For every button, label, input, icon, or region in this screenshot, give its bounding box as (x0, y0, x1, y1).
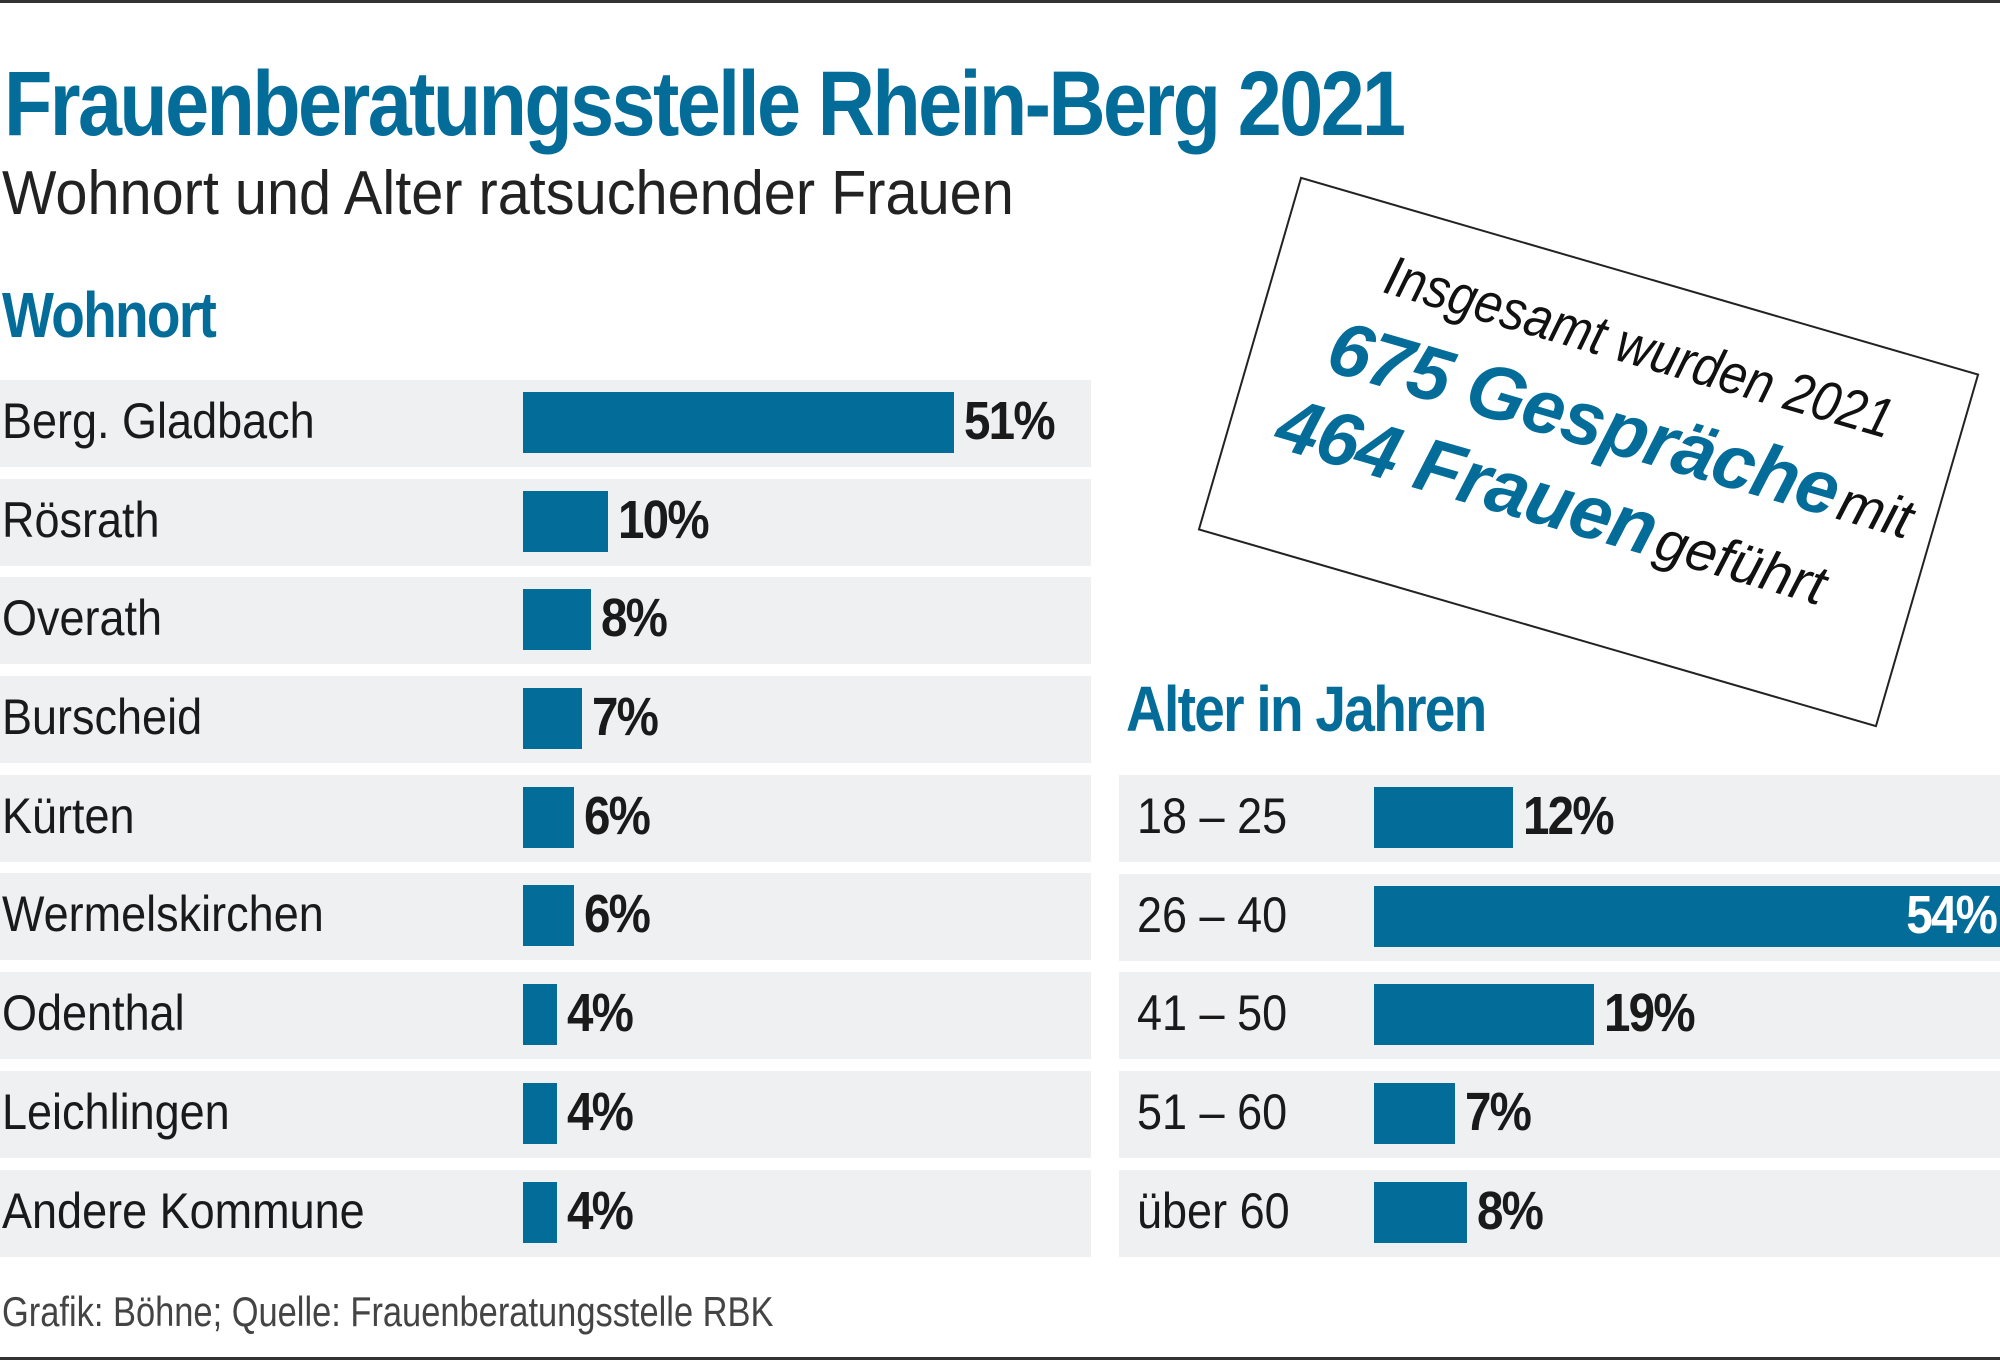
wohnort-bar (523, 1181, 557, 1243)
wohnort-heading: Wohnort (2, 279, 217, 351)
wohnort-row: Andere Kommune 4% (0, 1169, 1091, 1257)
wohnort-row: Kürten 6% (0, 774, 1091, 862)
alter-category-label: 41 – 50 (1137, 985, 1288, 1042)
wohnort-row: Rösrath 10% (0, 478, 1091, 566)
alter-heading: Alter in Jahren (1126, 673, 1487, 745)
wohnort-row: Berg. Gladbach 51% (0, 380, 1091, 467)
alter-bar (1374, 1083, 1456, 1145)
wohnort-row: Leichlingen 4% (0, 1070, 1091, 1158)
wohnort-row: Burscheid 7% (0, 676, 1091, 764)
chart-title: Frauenberatungsstelle Rhein-Berg 2021 (4, 53, 1406, 155)
wohnort-category-label: Burscheid (2, 689, 203, 746)
wohnort-row: Wermelskirchen 6% (0, 873, 1091, 961)
wohnort-value-label: 10% (617, 489, 710, 550)
wohnort-bar (523, 885, 574, 947)
wohnort-category-label: Kürten (2, 787, 135, 844)
alter-row: über 60 8% (1119, 1169, 2000, 1257)
wohnort-value-label: 4% (566, 1081, 634, 1142)
alter-category-label: 26 – 40 (1137, 886, 1288, 943)
wohnort-category-label: Andere Kommune (2, 1182, 365, 1239)
wohnort-category-label: Wermelskirchen (2, 886, 324, 943)
wohnort-value-label: 4% (566, 1180, 634, 1241)
wohnort-bar (523, 589, 591, 651)
alter-value-label: 19% (1604, 983, 1696, 1044)
alter-bar (1374, 885, 2000, 947)
alter-value-label: 54% (1906, 884, 1999, 945)
alter-value-label: 8% (1476, 1180, 1544, 1241)
wohnort-bar (523, 490, 608, 552)
wohnort-value-label: 51% (963, 391, 1056, 451)
wohnort-bar (523, 1082, 557, 1144)
wohnort-value-label: 4% (566, 983, 634, 1044)
wohnort-category-label: Overath (2, 590, 163, 647)
alter-category-label: 18 – 25 (1137, 788, 1288, 844)
wohnort-category-label: Odenthal (2, 985, 185, 1042)
alter-bar (1374, 787, 1514, 848)
alter-bar (1374, 1181, 1467, 1243)
alter-row: 18 – 25 12% (1119, 775, 2000, 862)
chart-subtitle: Wohnort und Alter ratsuchender Frauen (2, 159, 1014, 228)
alter-category-label: 51 – 60 (1137, 1084, 1288, 1141)
alter-row: 41 – 50 19% (1119, 972, 2000, 1060)
alter-bar (1374, 984, 1595, 1046)
source-credit: Grafik: Böhne; Quelle: Frauenberatungsst… (2, 1288, 774, 1335)
wohnort-row: Overath 8% (0, 577, 1091, 665)
alter-row: 26 – 40 54% (1119, 873, 2000, 961)
alter-row: 51 – 60 7% (1119, 1071, 2000, 1159)
wohnort-value-label: 7% (592, 687, 659, 748)
bottom-border (0, 1357, 2000, 1360)
wohnort-value-label: 6% (583, 785, 651, 846)
alter-category-label: über 60 (1137, 1182, 1290, 1239)
alter-bar-chart: 18 – 25 12% 26 – 40 54% 41 – 50 19% 51 – 60 7% ü… (1119, 775, 2000, 1268)
wohnort-bar (523, 786, 574, 848)
wohnort-value-label: 8% (600, 588, 668, 649)
wohnort-row: Odenthal 4% (0, 972, 1091, 1060)
alter-value-label: 7% (1465, 1082, 1532, 1143)
wohnort-category-label: Leichlingen (2, 1083, 230, 1140)
info-box: Insgesamt wurden 2021 675 Gespräche mit … (1197, 176, 1980, 728)
wohnort-category-label: Berg. Gladbach (2, 393, 315, 449)
wohnort-bar (523, 688, 583, 750)
wohnort-bar-chart: Berg. Gladbach 51% Rösrath 10% Overath 8% Burs… (0, 380, 1091, 1268)
alter-value-label: 12% (1523, 786, 1615, 846)
wohnort-bar (523, 392, 954, 453)
wohnort-value-label: 6% (583, 884, 651, 945)
wohnort-category-label: Rösrath (2, 491, 160, 548)
info-connector: mit (1831, 469, 1921, 551)
wohnort-bar (523, 984, 557, 1046)
top-border (0, 0, 2000, 3)
